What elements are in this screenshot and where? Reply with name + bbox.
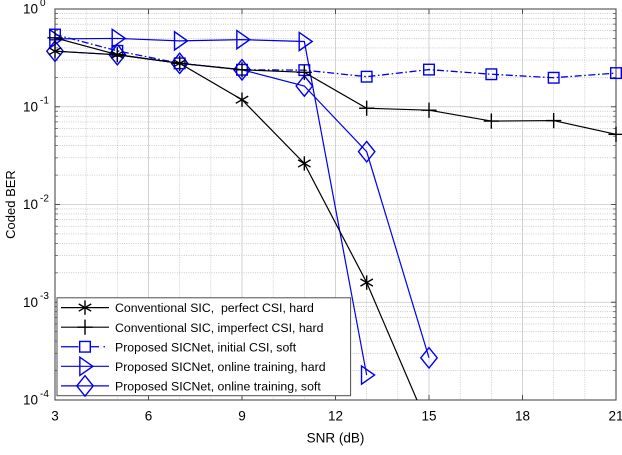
svg-text:10: 10 bbox=[23, 393, 38, 408]
svg-text:10: 10 bbox=[23, 2, 38, 17]
svg-text:15: 15 bbox=[421, 408, 436, 423]
svg-text:-2: -2 bbox=[40, 193, 49, 204]
svg-text:-3: -3 bbox=[40, 291, 49, 302]
svg-text:Proposed SICNet, online traini: Proposed SICNet, online training, hard bbox=[115, 360, 326, 374]
svg-text:Conventional SIC, perfect CSI: Conventional SIC, perfect CSI, hard bbox=[115, 301, 314, 315]
svg-text:10: 10 bbox=[23, 295, 38, 310]
svg-text:Proposed SICNet, online traini: Proposed SICNet, online training, soft bbox=[115, 380, 321, 394]
svg-text:6: 6 bbox=[145, 408, 153, 423]
svg-text:Proposed SICNet, initial CSI,: Proposed SICNet, initial CSI, soft bbox=[115, 340, 297, 354]
svg-text:-1: -1 bbox=[40, 96, 49, 107]
svg-text:Conventional SIC, imperfect CS: Conventional SIC, imperfect CSI, hard bbox=[115, 321, 324, 335]
svg-text:SNR (dB): SNR (dB) bbox=[307, 431, 365, 446]
svg-text:0: 0 bbox=[40, 0, 46, 9]
svg-text:21: 21 bbox=[608, 408, 622, 423]
svg-text:Coded BER: Coded BER bbox=[3, 170, 18, 239]
svg-text:3: 3 bbox=[51, 408, 59, 423]
svg-text:9: 9 bbox=[238, 408, 246, 423]
svg-text:10: 10 bbox=[23, 99, 38, 114]
svg-text:18: 18 bbox=[515, 408, 530, 423]
svg-text:12: 12 bbox=[328, 408, 343, 423]
svg-text:10: 10 bbox=[23, 197, 38, 212]
svg-text:-4: -4 bbox=[40, 389, 49, 400]
